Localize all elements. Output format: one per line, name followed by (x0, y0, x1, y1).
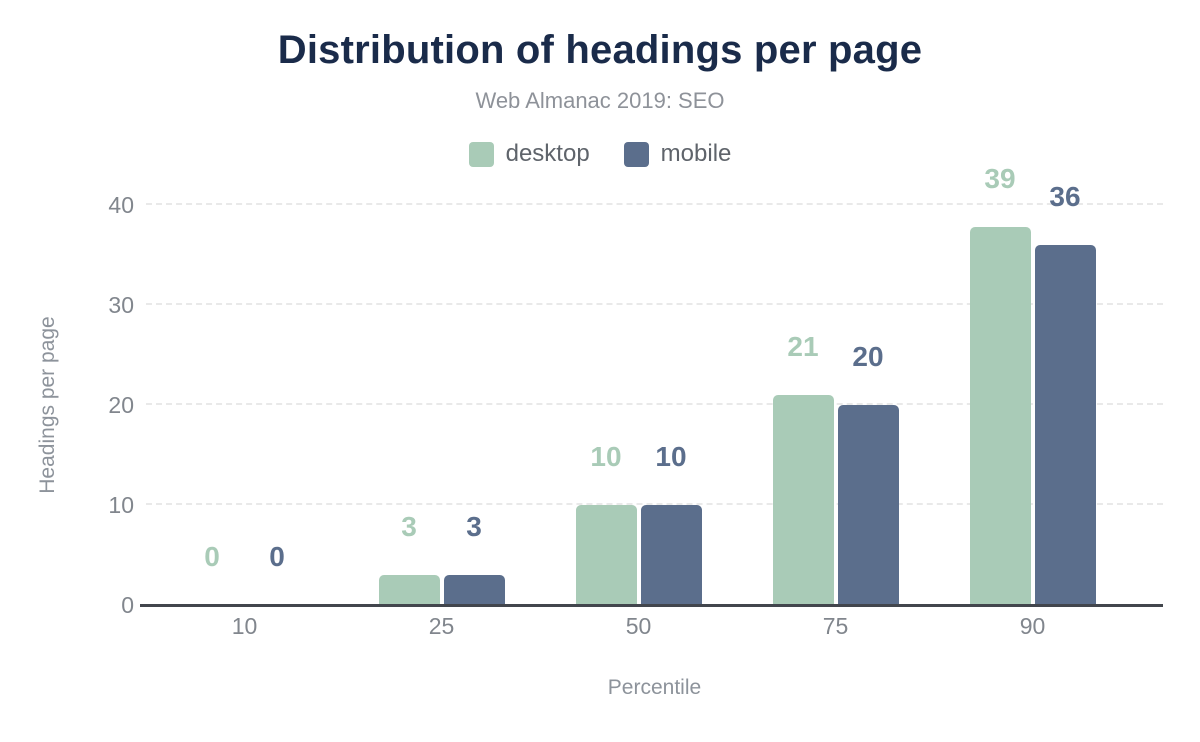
plot-area: 0 0 3 3 10 10 21 20 39 36 (140, 165, 1163, 607)
x-axis-title: Percentile (607, 676, 702, 699)
bar-column-desktop: 21 (772, 165, 834, 605)
bar-value-label: 39 (984, 163, 1016, 194)
x-tick-label: 10 (231, 613, 258, 639)
y-axis-tick-labels: 0 10 20 30 40 (0, 165, 134, 618)
x-tick-label: 90 (1019, 613, 1046, 639)
bar-pair: 39 36 (969, 163, 1096, 605)
gridline (146, 203, 1163, 205)
bar-column-mobile: 0 (247, 165, 308, 605)
bar-column-desktop: 10 (575, 165, 637, 605)
bar-value-label: 10 (590, 441, 622, 472)
bar-desktop (969, 227, 1031, 605)
bar-group: 21 20 (737, 165, 934, 605)
legend-item-desktop: desktop (468, 140, 590, 168)
bar-value-label: 0 (269, 541, 285, 572)
gridline (146, 403, 1163, 405)
y-tick-label: 20 (108, 392, 134, 418)
bar-mobile (837, 405, 899, 605)
legend-label: mobile (660, 140, 732, 167)
x-tick-label: 75 (822, 613, 849, 639)
chart-title: Distribution of headings per page (277, 28, 923, 72)
bar-desktop (772, 395, 834, 605)
y-tick-label: 10 (108, 492, 134, 518)
legend-swatch-mobile (623, 141, 649, 167)
gridline (146, 303, 1163, 305)
bar-column-desktop: 39 (969, 163, 1031, 605)
bar-value-label: 3 (466, 511, 482, 542)
x-tick-label: 25 (428, 613, 455, 639)
bar-value-label: 10 (655, 441, 687, 472)
bar-column-desktop: 3 (378, 165, 440, 605)
bar-mobile (443, 575, 505, 605)
bar-groups: 0 0 3 3 10 10 21 20 39 36 (146, 165, 1131, 605)
y-tick-label: 0 (121, 592, 134, 618)
bar-desktop (575, 505, 637, 605)
x-axis-tick-labels: 10 25 50 75 90 (146, 613, 1163, 640)
bar-column-mobile: 36 (1034, 165, 1096, 605)
bar-value-label: 0 (204, 541, 220, 572)
bar-column-mobile: 3 (443, 165, 505, 605)
bar-column-mobile: 10 (640, 165, 702, 605)
legend-item-mobile: mobile (623, 140, 732, 168)
bar-value-label: 21 (787, 331, 819, 362)
bar-value-label: 36 (1049, 181, 1081, 212)
chart-subtitle: Web Almanac 2019: SEO (475, 88, 725, 113)
bar-pair: 21 20 (772, 165, 899, 605)
legend-label: desktop (505, 140, 590, 167)
bar-group: 39 36 (934, 165, 1131, 605)
legend: desktop mobile (0, 140, 1200, 168)
bar-desktop (378, 575, 440, 605)
bar-value-label: 3 (401, 511, 417, 542)
bar-pair: 10 10 (575, 165, 702, 605)
x-axis-line (140, 604, 1163, 607)
gridline (146, 503, 1163, 505)
bar-column-mobile: 20 (837, 165, 899, 605)
y-tick-label: 30 (108, 292, 134, 318)
bar-mobile (1034, 245, 1096, 605)
bar-column-desktop: 0 (182, 165, 243, 605)
legend-swatch-desktop (468, 141, 494, 167)
y-tick-label: 40 (108, 192, 134, 218)
bar-value-label: 20 (852, 341, 884, 372)
bar-group: 10 10 (540, 165, 737, 605)
bar-mobile (640, 505, 702, 605)
x-tick-label: 50 (625, 613, 652, 639)
